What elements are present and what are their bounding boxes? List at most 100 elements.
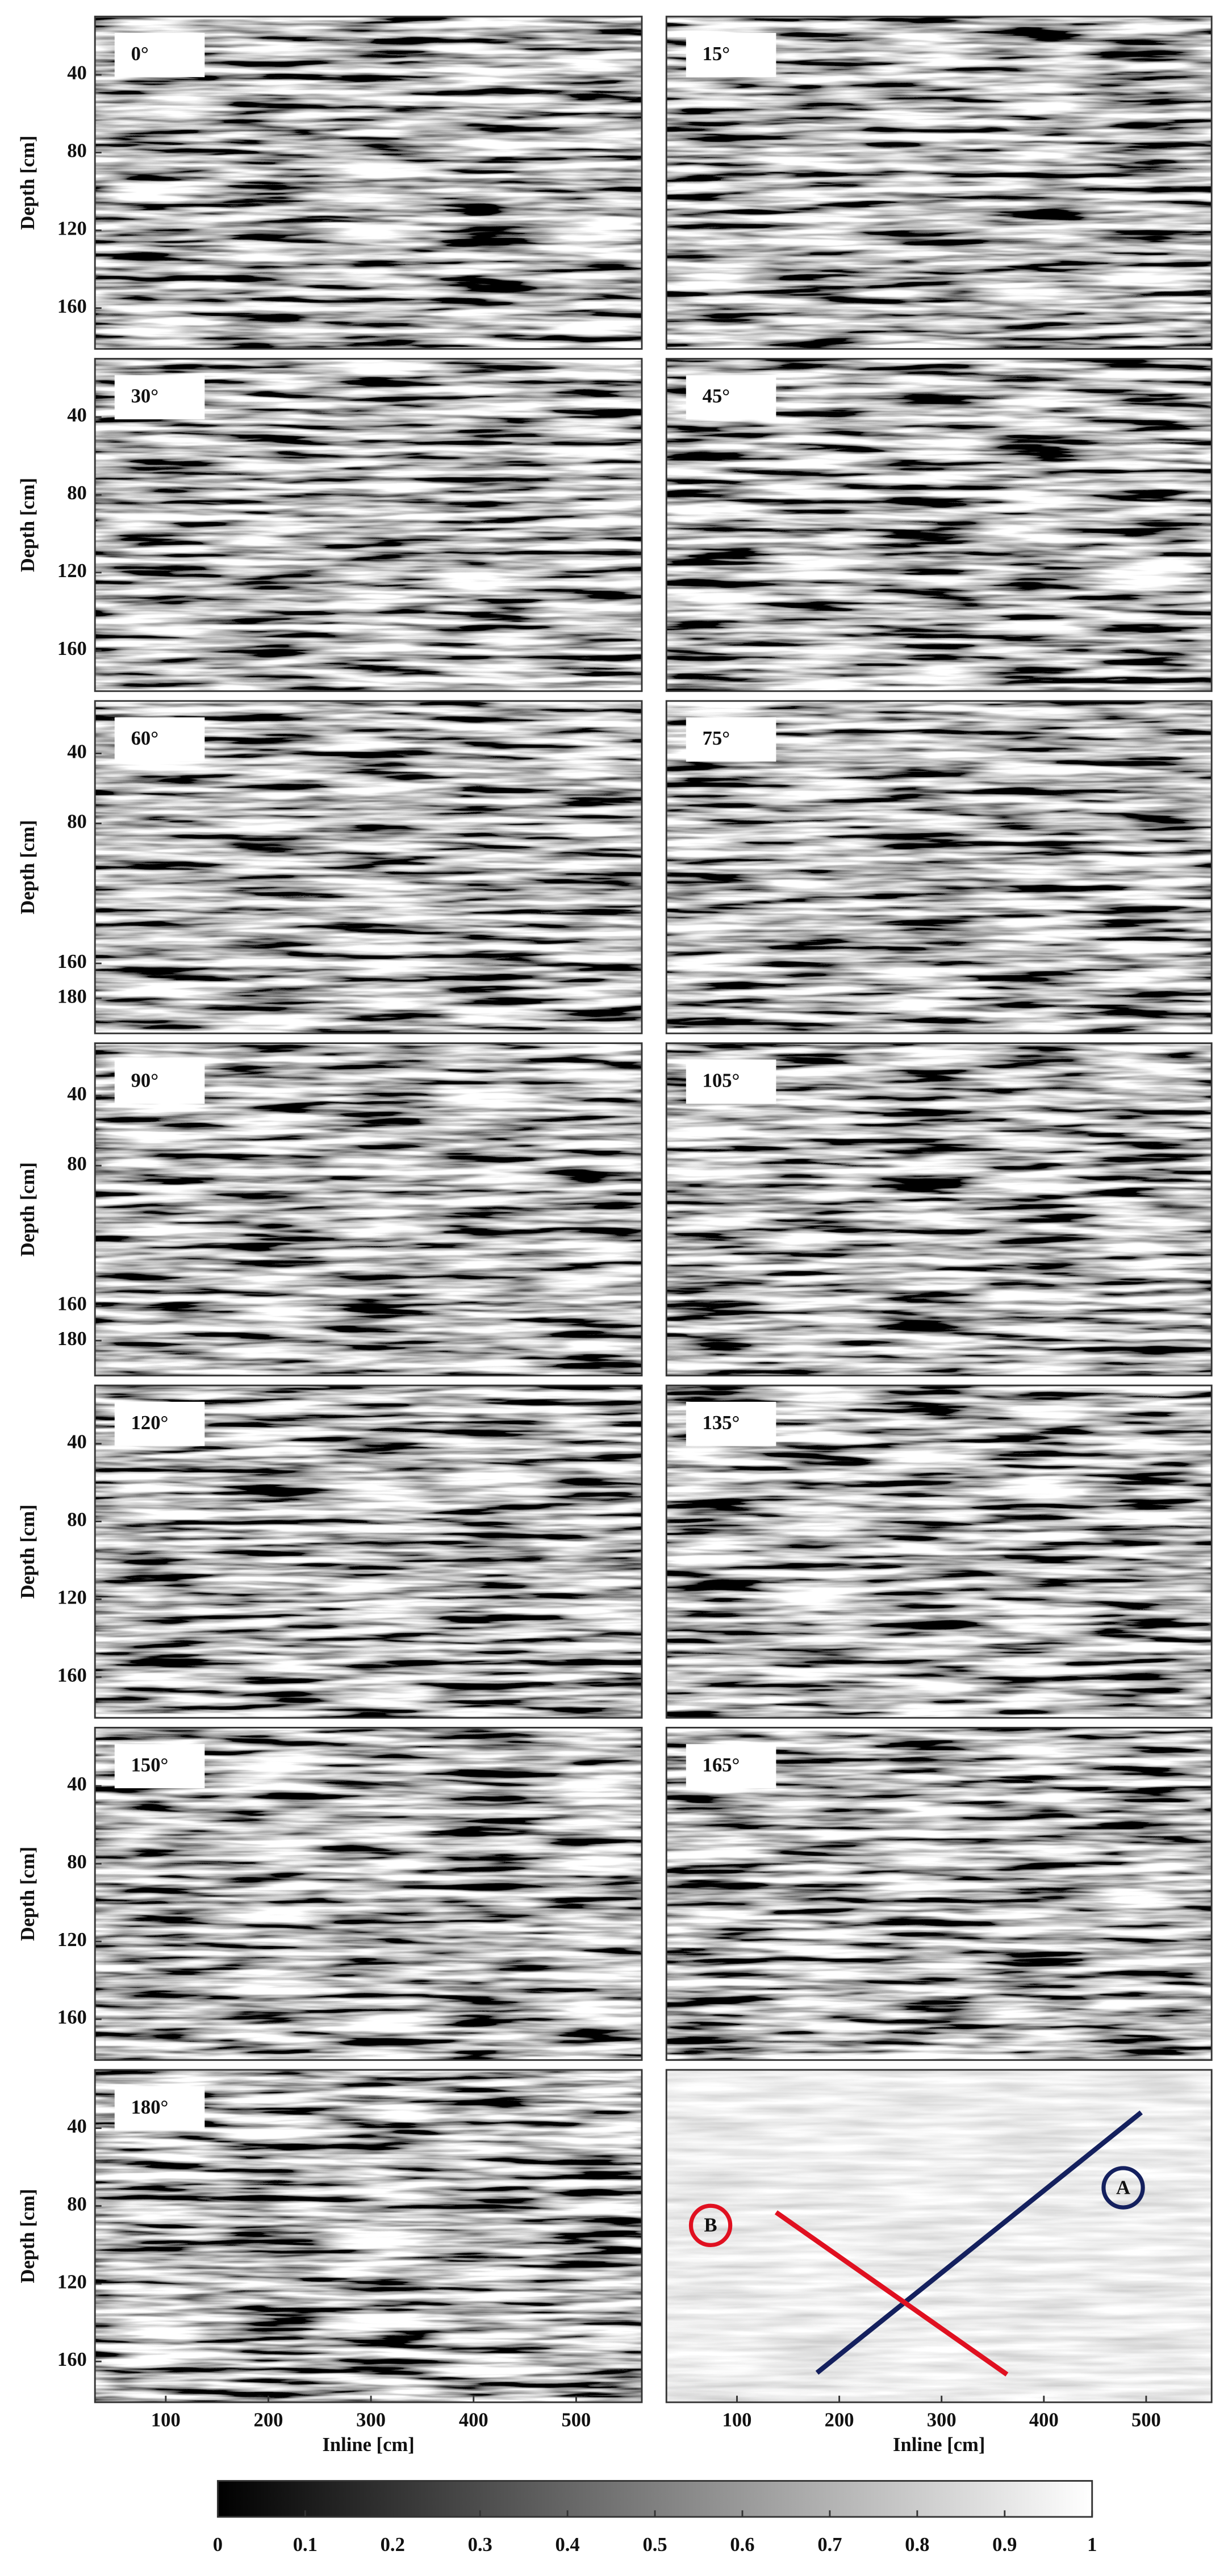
y-tick-label: 120 [57, 218, 87, 239]
y-tick-label: 40 [67, 2116, 87, 2137]
panel-label-box [114, 717, 205, 762]
panel-label: 150° [131, 1755, 169, 1776]
panel-label: 30° [131, 386, 158, 407]
panel-frame [94, 358, 643, 692]
line-a [815, 2110, 1143, 2375]
y-tick-label: 40 [67, 1083, 87, 1105]
x-tick-label: 500 [561, 2410, 591, 2431]
panel-frame [665, 1384, 1213, 1719]
panel-label-box [114, 1059, 205, 1104]
colorbar-tick-label: 0.2 [381, 2534, 405, 2556]
annotation-circle [1101, 2166, 1145, 2210]
panel-label-box [686, 1401, 776, 1446]
panel: 0° 40 80 120 160 Depth [cm] [17, 15, 643, 350]
y-tick-label: 40 [67, 1431, 87, 1453]
y-axis-label: Depth [cm] [17, 2189, 39, 2283]
panel-label: 180° [131, 2097, 169, 2118]
y-tick-label: 80 [67, 482, 87, 504]
y-tick-label: 160 [57, 638, 87, 659]
y-axis-label: Depth [cm] [17, 1162, 39, 1256]
y-tick-label: 40 [67, 62, 87, 84]
y-tick-label: 120 [57, 1586, 87, 1608]
colorbar-tick-label: 0.7 [817, 2534, 842, 2556]
y-tick-label: 80 [67, 2193, 87, 2215]
y-axis-label: Depth [cm] [17, 136, 39, 230]
panel-label: 75° [703, 728, 730, 749]
colorbar-tick-label: 1 [1087, 2534, 1097, 2556]
panel-image [666, 2069, 1212, 2403]
y-tick-label: 80 [67, 140, 87, 162]
annotation-label: A [1116, 2177, 1130, 2198]
colorbar-tick-label: 0.5 [642, 2534, 667, 2556]
panel-label-box [686, 1744, 776, 1789]
panel-label-box [114, 375, 205, 420]
y-tick-label: 160 [57, 2349, 87, 2370]
panel-label-box [114, 1401, 205, 1446]
panel-frame [665, 1042, 1213, 1377]
panel: 150° 40 80 120 160 Depth [cm] [17, 1727, 643, 2061]
y-tick-label: 160 [57, 295, 87, 317]
colorbar-tick-label: 0.4 [555, 2534, 580, 2556]
panel-frame [94, 700, 643, 1034]
panel-frame [94, 2069, 643, 2403]
panel-frame [665, 358, 1213, 692]
panel: 30° 40 80 120 160 Depth [cm] [17, 358, 643, 692]
panel: 100 200 300 400 500 Inline [cm] A B [665, 2069, 1213, 2456]
panel-label-box [114, 1744, 205, 1789]
panel-label-box [686, 717, 776, 762]
x-axis-label: Inline [cm] [322, 2434, 414, 2456]
y-axis-label: Depth [cm] [17, 820, 39, 915]
panel-label: 90° [131, 1070, 158, 1092]
colorbar-tick-label: 0.3 [468, 2534, 492, 2556]
panel-frame [665, 15, 1213, 350]
y-tick-label: 120 [57, 2271, 87, 2293]
x-tick-label: 300 [356, 2410, 386, 2431]
colorbar-tick-label: 0 [213, 2534, 223, 2556]
y-tick-label: 40 [67, 1773, 87, 1795]
panel: 105° [665, 1042, 1213, 1377]
y-tick-label: 120 [57, 560, 87, 582]
x-tick-label: 500 [1131, 2410, 1161, 2431]
x-tick-label: 300 [927, 2410, 956, 2431]
panel: 45° [665, 358, 1213, 692]
colorbar-tick-label: 0.6 [730, 2534, 754, 2556]
panel-label-box [114, 2086, 205, 2131]
y-tick-label: 40 [67, 404, 87, 426]
x-tick-label: 400 [459, 2410, 488, 2431]
panel-frame [94, 1384, 643, 1719]
panel-label: 0° [131, 43, 149, 65]
y-tick-label: 160 [57, 1664, 87, 1686]
y-tick-label: 180 [57, 986, 87, 1008]
colorbar-tick-label: 0.1 [293, 2534, 318, 2556]
y-axis-label: Depth [cm] [17, 1847, 39, 1941]
panel-label: 135° [703, 1412, 740, 1434]
y-tick-label: 80 [67, 1153, 87, 1175]
y-tick-label: 160 [57, 951, 87, 972]
panel-frame [665, 700, 1213, 1034]
y-tick-label: 40 [67, 741, 87, 762]
y-axis-label: Depth [cm] [17, 1505, 39, 1599]
colorbar-tick-label: 0.8 [905, 2534, 929, 2556]
annotation-label: B [704, 2215, 717, 2236]
annotation-circle [688, 2203, 733, 2248]
panel-frame [94, 15, 643, 350]
panel: 165° [665, 1727, 1213, 2061]
panel-label: 165° [703, 1755, 740, 1776]
panel: 90° 40 80 160 180 Depth [cm] [17, 1042, 643, 1377]
panel-label-box [686, 1059, 776, 1104]
y-tick-label: 80 [67, 1851, 87, 1873]
panel-frame [94, 1727, 643, 2061]
panel-frame [94, 1042, 643, 1377]
panel-label: 60° [131, 728, 158, 749]
x-tick-label: 100 [722, 2410, 752, 2431]
panel: 75° [665, 700, 1213, 1034]
y-tick-label: 180 [57, 1328, 87, 1350]
colorbar-tick-label: 0.9 [992, 2534, 1017, 2556]
panel-label-box [686, 375, 776, 420]
x-tick-label: 400 [1029, 2410, 1059, 2431]
x-tick-label: 200 [254, 2410, 283, 2431]
y-tick-label: 160 [57, 2007, 87, 2028]
y-axis-label: Depth [cm] [17, 478, 39, 572]
x-tick-label: 200 [825, 2410, 854, 2431]
